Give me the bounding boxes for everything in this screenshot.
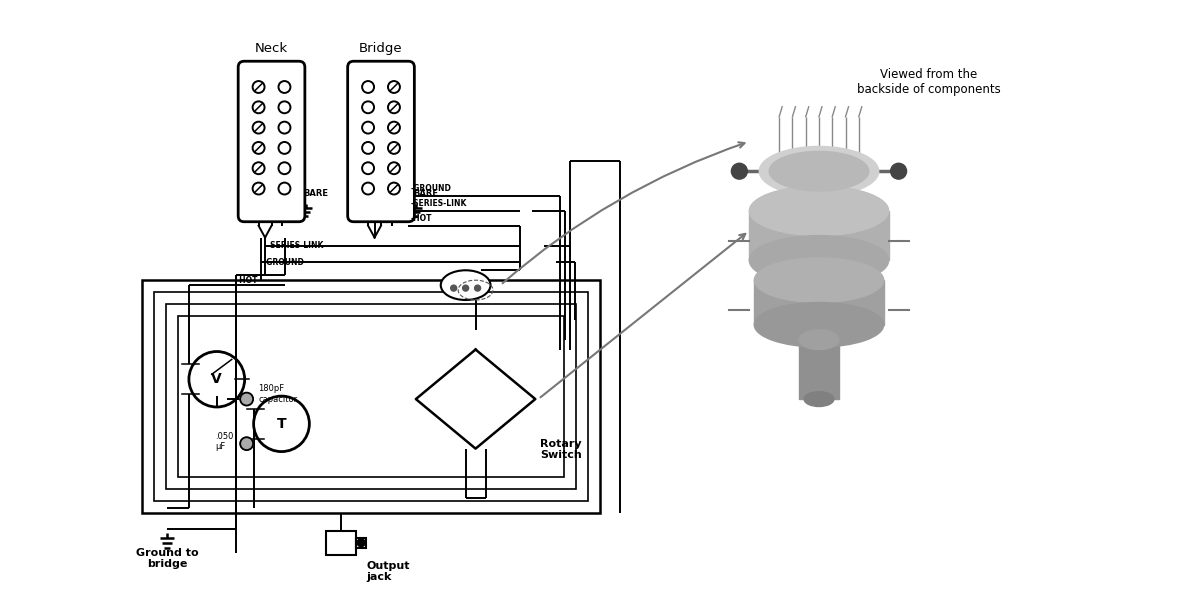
Text: .050
μF: .050 μF — [215, 432, 233, 451]
Text: Rotary
Switch: Rotary Switch — [540, 439, 582, 460]
Ellipse shape — [755, 302, 883, 347]
Circle shape — [890, 163, 906, 179]
Text: -SERIES-LINK: -SERIES-LINK — [268, 241, 324, 250]
Ellipse shape — [749, 236, 889, 285]
Ellipse shape — [440, 270, 491, 300]
Ellipse shape — [804, 392, 834, 407]
Text: BARE: BARE — [413, 189, 438, 198]
Bar — [749, 211, 889, 260]
Text: -HOT: -HOT — [236, 275, 258, 284]
Ellipse shape — [799, 330, 839, 350]
Circle shape — [731, 163, 748, 179]
Text: Ground to
bridge: Ground to bridge — [136, 548, 198, 569]
Ellipse shape — [749, 186, 889, 236]
Text: -SERIES-LINK: -SERIES-LINK — [410, 199, 467, 208]
Bar — [154, 292, 588, 501]
Circle shape — [474, 285, 480, 291]
Text: Neck: Neck — [254, 42, 288, 55]
FancyBboxPatch shape — [348, 61, 414, 222]
Ellipse shape — [760, 146, 878, 196]
Bar — [142, 280, 600, 513]
Text: BARE: BARE — [304, 189, 329, 198]
Circle shape — [358, 539, 365, 547]
Bar — [326, 531, 356, 554]
Bar — [178, 316, 564, 478]
Text: Bridge: Bridge — [359, 42, 403, 55]
Text: -HOT: -HOT — [410, 214, 432, 223]
Text: -GROUND: -GROUND — [264, 258, 305, 267]
Circle shape — [451, 285, 457, 291]
Text: 180pF
capacitor: 180pF capacitor — [258, 385, 298, 404]
Text: T: T — [277, 417, 287, 431]
Ellipse shape — [755, 258, 883, 302]
Circle shape — [240, 392, 253, 406]
Text: Viewed from the
backside of components: Viewed from the backside of components — [857, 68, 1001, 96]
Text: V: V — [211, 372, 222, 386]
Bar — [356, 538, 366, 548]
Ellipse shape — [769, 151, 869, 191]
Bar — [166, 304, 576, 489]
Text: -GROUND: -GROUND — [410, 184, 451, 193]
Circle shape — [240, 437, 253, 450]
FancyBboxPatch shape — [238, 61, 305, 222]
Polygon shape — [416, 350, 535, 449]
Bar — [799, 340, 839, 399]
Circle shape — [463, 285, 469, 291]
Bar — [755, 280, 883, 325]
Text: Output
jack: Output jack — [366, 560, 409, 582]
